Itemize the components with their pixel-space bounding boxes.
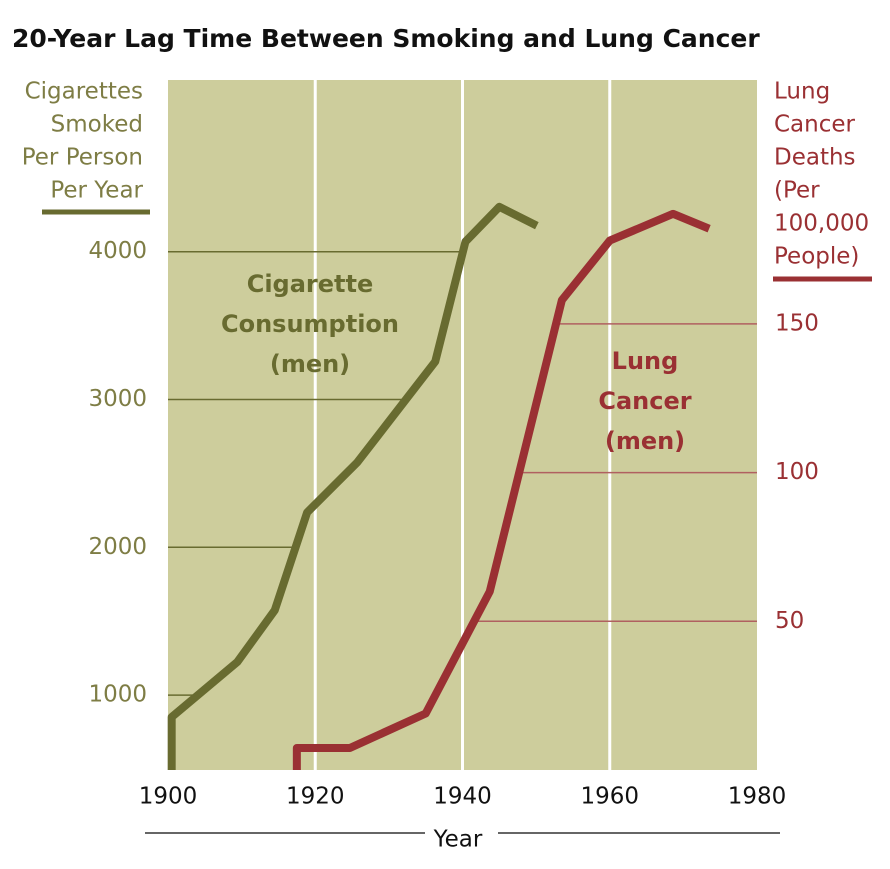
- data-line: [167, 202, 539, 770]
- y-tick-label: 4000: [88, 238, 147, 264]
- x-tick-label: 1920: [286, 784, 345, 810]
- y-axis-label: Smoked: [51, 112, 143, 138]
- x-tick-label: 1980: [728, 784, 787, 810]
- chart-title: 20-Year Lag Time Between Smoking and Lun…: [12, 24, 760, 53]
- series-annotation: Consumption: [221, 310, 399, 338]
- series-annotation: Cigarette: [247, 270, 374, 298]
- y-axis-label: Per Year: [50, 178, 143, 204]
- series-annotation: Cancer: [598, 387, 691, 415]
- series-annotation: (men): [605, 427, 685, 455]
- y2-axis-label: Cancer: [774, 112, 856, 138]
- x-axis-label: Year: [433, 827, 483, 853]
- y2-tick-label: 100: [775, 459, 819, 485]
- y-tick-label: 3000: [88, 386, 147, 412]
- y-tick-label: 1000: [88, 682, 147, 708]
- x-tick-label: 1940: [433, 784, 492, 810]
- y2-axis-label: Deaths: [774, 145, 856, 171]
- x-tick-label: 1960: [580, 784, 639, 810]
- y2-axis-label: (Per: [774, 178, 820, 204]
- y-axis-label: Per Person: [22, 145, 143, 171]
- x-tick-label: 1900: [139, 784, 198, 810]
- y2-tick-label: 50: [775, 608, 804, 634]
- y-axis-label: Cigarettes: [25, 79, 143, 105]
- data-line: [292, 209, 711, 770]
- y2-axis-label: People): [774, 244, 859, 270]
- y-tick-label: 2000: [88, 534, 147, 560]
- y2-axis-label: 100,000: [774, 211, 869, 237]
- y2-tick-label: 150: [775, 310, 819, 336]
- series-annotation: (men): [270, 350, 350, 378]
- y2-axis-label: Lung: [774, 79, 830, 105]
- series-annotation: Lung: [612, 347, 679, 375]
